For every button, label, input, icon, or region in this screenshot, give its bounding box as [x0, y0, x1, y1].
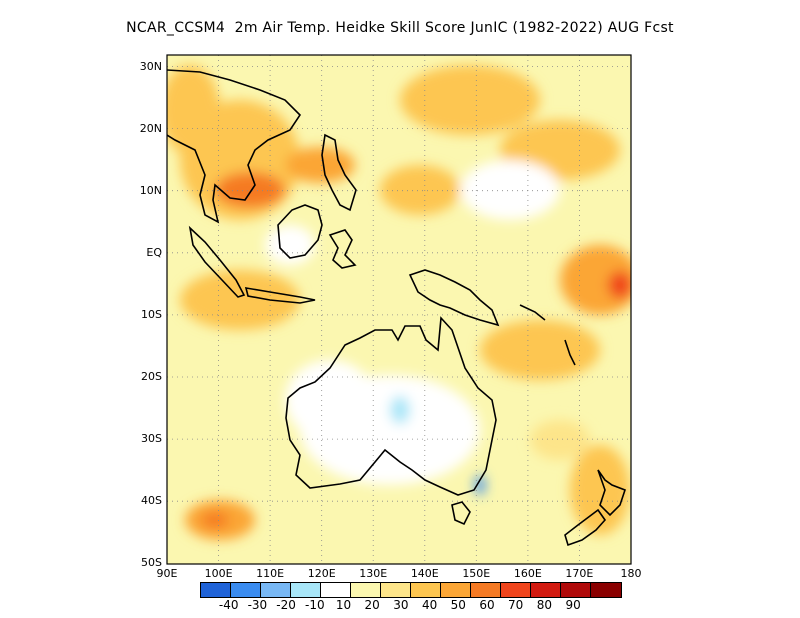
colorbar-label: 70: [508, 598, 524, 612]
colorbar-label: 60: [479, 598, 495, 612]
lat-label: 30N: [139, 60, 162, 73]
coastlines: [167, 69, 627, 547]
colorbar-swatch: [561, 583, 591, 597]
lat-label: EQ: [146, 246, 162, 259]
colorbar-label: 30: [393, 598, 409, 612]
colorbar-swatch: [411, 583, 441, 597]
chart-title: NCAR_CCSM4 2m Air Temp. Heidke Skill Sco…: [126, 20, 674, 36]
colorbar-swatch: [531, 583, 561, 597]
java-coast: [244, 287, 316, 304]
lat-label: 20N: [139, 122, 162, 135]
lon-label: 150E: [462, 567, 491, 580]
colorbar-label: -40: [218, 598, 239, 612]
new-guinea-coast: [408, 269, 500, 327]
colorbar-label: 20: [364, 598, 380, 612]
lat-label: 10S: [141, 308, 162, 321]
colorbar-label: -30: [247, 598, 268, 612]
vanuatu-coast: [564, 339, 576, 366]
colorbar-swatch: [441, 583, 471, 597]
lon-label: 180: [620, 567, 642, 580]
colorbar-label: 90: [565, 598, 581, 612]
colorbar-swatch: [201, 583, 231, 597]
australia-coast: [285, 316, 497, 496]
colorbar: [200, 582, 622, 598]
lat-label: 10N: [139, 184, 162, 197]
colorbar-swatch: [381, 583, 411, 597]
colorbar-swatch: [591, 583, 621, 597]
lon-label: 100E: [204, 567, 233, 580]
sumatra-coast: [188, 225, 246, 298]
lat-label: 40S: [141, 494, 162, 507]
colorbar-swatch: [471, 583, 501, 597]
colorbar-swatch: [351, 583, 381, 597]
sulawesi-coast: [328, 229, 357, 269]
colorbar-swatch: [501, 583, 531, 597]
lon-label: 130E: [359, 567, 388, 580]
lat-label: 30S: [141, 432, 162, 445]
lon-label: 140E: [410, 567, 439, 580]
borneo-coast: [277, 204, 323, 259]
colorbar-labels: -40 -30 -20 -10 10 20 30 40 50 60 70 80 90: [200, 598, 602, 614]
lon-label: 90E: [156, 567, 178, 580]
solomon-coast: [519, 304, 546, 321]
colorbar-swatch: [291, 583, 321, 597]
colorbar-label: 10: [335, 598, 352, 612]
lat-label: 20S: [141, 370, 162, 383]
lon-label: 160E: [513, 567, 542, 580]
philippines-coast: [321, 133, 357, 212]
colorbar-label: 80: [536, 598, 553, 612]
nz-south-coast: [564, 508, 607, 547]
colorbar-label: -20: [276, 598, 296, 612]
colorbar-label: -10: [304, 598, 325, 612]
lat-label: 50S: [141, 556, 162, 569]
tasmania-coast: [451, 501, 471, 526]
map-frame: [166, 54, 632, 565]
colorbar-swatch: [231, 583, 261, 597]
colorbar-swatch: [321, 583, 351, 597]
colorbar-swatch: [261, 583, 291, 597]
mainland-se-asia-coast: [167, 69, 302, 224]
lon-label: 110E: [256, 567, 285, 580]
lon-label: 170E: [565, 567, 594, 580]
colorbar-label: 40: [421, 598, 438, 612]
colorbar-label: 50: [450, 598, 466, 612]
lon-label: 120E: [307, 567, 336, 580]
nz-north-coast: [597, 469, 627, 517]
